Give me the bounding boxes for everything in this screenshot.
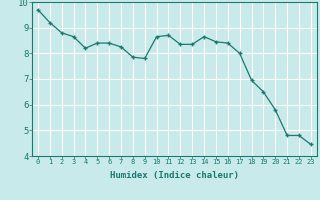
X-axis label: Humidex (Indice chaleur): Humidex (Indice chaleur) xyxy=(110,171,239,180)
